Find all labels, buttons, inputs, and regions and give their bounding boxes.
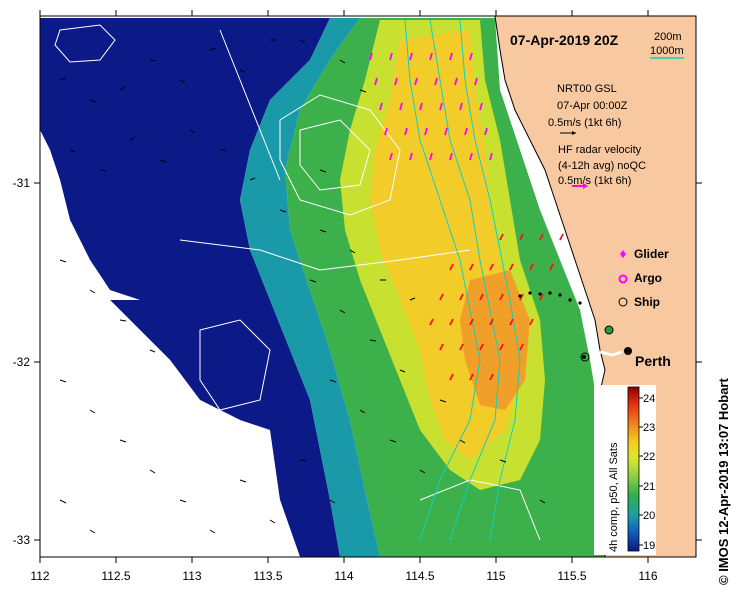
swan-river bbox=[599, 350, 623, 357]
radar-current-arrows bbox=[369, 52, 493, 161]
colorbar-tick-20: 20 bbox=[643, 510, 655, 522]
contour-legend-1000m: 1000m bbox=[650, 45, 684, 57]
map-title: 07-Apr-2019 20Z bbox=[510, 32, 619, 48]
radar-legend-line3: 0.5m/s (1kt 6h) bbox=[558, 175, 631, 187]
x-tick-label: 115.5 bbox=[557, 569, 586, 583]
x-tick-label: 112.5 bbox=[101, 569, 130, 583]
mid-water-region bbox=[240, 18, 380, 557]
model-legend-line3: 0.5m/s (1kt 6h) bbox=[548, 117, 621, 129]
cold-water-patch bbox=[90, 220, 270, 430]
ship-marker bbox=[604, 325, 614, 335]
model-legend-line1: NRT00 GSL bbox=[557, 83, 617, 95]
diamond-icon bbox=[620, 250, 626, 258]
y-axis-ticks bbox=[34, 182, 702, 541]
y-tick-label: -31 bbox=[13, 176, 31, 190]
colorbar-background bbox=[594, 385, 656, 555]
x-tick-label: 113 bbox=[182, 569, 201, 583]
contour-legend-200m: 200m bbox=[654, 31, 682, 43]
radar-legend-line2: (4-12h avg) noQC bbox=[558, 160, 646, 172]
radar-legend-line1: HF radar velocity bbox=[558, 144, 642, 156]
no-data-region bbox=[40, 130, 300, 557]
sst-contours bbox=[54, 24, 541, 541]
credit-label: © IMOS 12-Apr-2019 13:07 Hobart bbox=[716, 378, 731, 585]
colorbar-tick-23: 23 bbox=[643, 422, 655, 434]
radar-current-arrows-south bbox=[429, 233, 564, 381]
colorbar-tick-21: 21 bbox=[643, 481, 655, 493]
glider-track bbox=[518, 291, 582, 305]
colorbar-ticks bbox=[639, 397, 643, 546]
legend-ship-label: Ship bbox=[634, 295, 660, 309]
model-current-arrows bbox=[59, 39, 546, 534]
legend-argo-label: Argo bbox=[634, 271, 662, 285]
x-tick-label: 116 bbox=[638, 569, 657, 583]
legend-glider-label: Glider bbox=[634, 247, 669, 261]
circle-icon bbox=[618, 297, 628, 307]
x-tick-label: 113.5 bbox=[253, 569, 282, 583]
x-tick-label: 114 bbox=[334, 569, 353, 583]
perth-label: Perth bbox=[635, 353, 671, 369]
ship-marker bbox=[580, 352, 590, 362]
y-tick-label: -33 bbox=[13, 533, 31, 547]
x-tick-label: 115 bbox=[486, 569, 505, 583]
x-axis-ticks bbox=[39, 10, 649, 563]
x-tick-label: 112 bbox=[30, 569, 49, 583]
plot-frame bbox=[39, 15, 697, 558]
model-legend-arrowhead bbox=[572, 131, 576, 135]
model-legend-line2: 07-Apr 00:00Z bbox=[557, 100, 628, 112]
ship-marker bbox=[582, 355, 586, 359]
bathymetry-contours bbox=[404, 19, 521, 541]
x-tick-label: 114.5 bbox=[405, 569, 434, 583]
colorbar-label: 4h comp, p50, All Sats bbox=[608, 442, 620, 552]
colorbar-tick-19: 19 bbox=[643, 540, 655, 552]
colorbar-tick-22: 22 bbox=[643, 451, 655, 463]
circle-icon bbox=[618, 274, 628, 284]
colorbar-tick-24: 24 bbox=[643, 393, 655, 405]
perth-marker bbox=[624, 347, 632, 355]
y-tick-label: -32 bbox=[13, 355, 31, 369]
colorbar bbox=[627, 386, 640, 552]
radar-legend-arrowhead bbox=[583, 183, 588, 189]
